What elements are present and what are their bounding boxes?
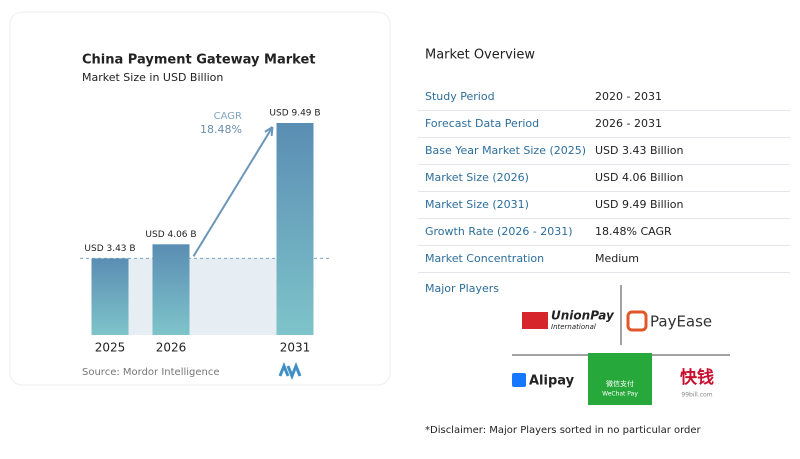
players-title: Major Players: [425, 282, 499, 295]
wechat-box: [588, 353, 652, 405]
arrow-head: [264, 126, 274, 137]
logo-text: WeChat Pay: [602, 391, 638, 398]
growth-area: [128, 258, 277, 335]
bar: [91, 258, 129, 335]
cagr-value: 18.48%: [200, 123, 242, 136]
value-label: USD 3.43 B: [84, 244, 135, 254]
table-row: [418, 165, 790, 192]
source: Source: Mordor Intelligence: [82, 367, 220, 378]
logo-text: 微信支付: [606, 379, 634, 388]
x-tick-label: 2031: [280, 341, 311, 355]
row-value: USD 4.06 Billion: [595, 171, 683, 184]
table-row: [418, 138, 790, 165]
row-label: Market Size (2031): [425, 198, 529, 211]
row-label: Market Concentration: [425, 252, 544, 265]
row-label: Study Period: [425, 90, 495, 103]
bar: [276, 123, 314, 335]
cagr-label: CAGR: [214, 111, 242, 122]
row-value: USD 3.43 Billion: [595, 144, 683, 157]
table-row: [418, 246, 790, 273]
brand-logo: [278, 361, 302, 381]
table-row: [418, 219, 790, 246]
disclaimer: *Disclaimer: Major Players sorted in no …: [425, 425, 702, 436]
x-tick-label: 2025: [95, 341, 126, 355]
cagr-arrow: [192, 126, 274, 257]
logo-text: UnionPay: [551, 309, 615, 323]
table-row: [418, 111, 790, 138]
row-value: 18.48% CAGR: [595, 225, 672, 238]
table-row: [418, 84, 790, 111]
x-tick-label: 2026: [156, 341, 187, 355]
row-label: Market Size (2026): [425, 171, 529, 184]
alipay-mark: [512, 373, 526, 387]
row-value: USD 9.49 Billion: [595, 198, 683, 211]
bar: [152, 244, 190, 335]
row-label: Forecast Data Period: [425, 117, 539, 130]
value-label: USD 4.06 B: [145, 230, 196, 240]
overview-title: Market Overview: [425, 48, 535, 63]
unionpay-mark: [522, 312, 548, 329]
payease-mark: [626, 310, 648, 332]
row-label: Growth Rate (2026 - 2031): [425, 225, 573, 238]
logo-text: 99bill.com: [681, 392, 712, 399]
chart-subtitle: Market Size in USD Billion: [82, 71, 223, 84]
row-value: Medium: [595, 252, 639, 265]
logo-text: Alipay: [529, 374, 575, 389]
row-value: 2020 - 2031: [595, 90, 662, 103]
row-value: 2026 - 2031: [595, 117, 662, 130]
table-row: [418, 192, 790, 219]
row-label: Base Year Market Size (2025): [425, 144, 586, 157]
chart-title: China Payment Gateway Market: [82, 53, 316, 68]
logo-text: 快钱: [680, 367, 714, 388]
value-label: USD 9.49 B: [269, 109, 320, 119]
logo-text: PayEase: [650, 313, 712, 331]
logo-text: International: [551, 323, 596, 331]
